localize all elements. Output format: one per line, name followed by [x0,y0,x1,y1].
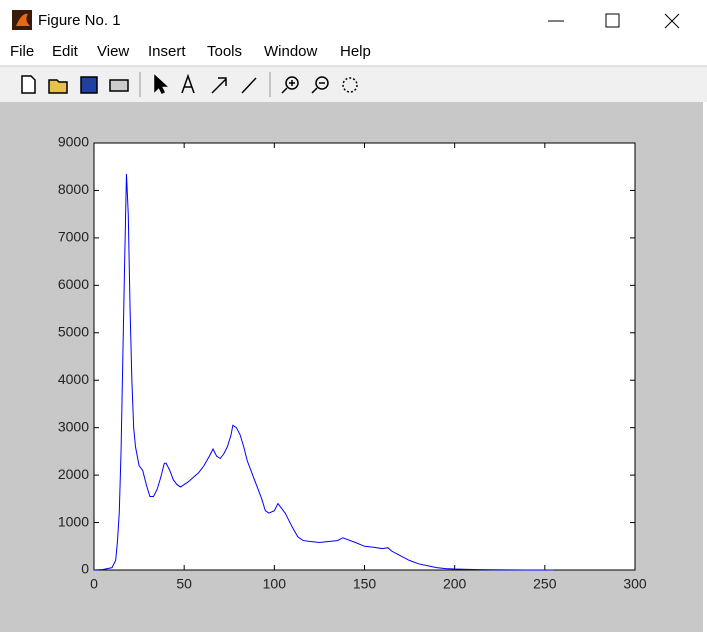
menu-item[interactable]: File [10,43,34,60]
print-icon[interactable] [109,79,129,92]
x-tick-label: 50 [176,576,192,592]
menu-item[interactable]: Help [340,43,371,60]
zoom-out-icon[interactable] [315,76,329,90]
x-tick-label: 0 [90,576,98,592]
line-icon[interactable] [241,77,257,94]
select-icon[interactable] [154,74,168,95]
x-tick-label: 300 [623,576,647,592]
zoom-in-icon[interactable] [285,76,299,90]
plot: 0 1000 2000 3000 4000 5000 6000 7000 8000 9000 0 50… [58,134,647,592]
x-tick-label: 250 [533,576,557,592]
save-icon[interactable] [80,76,98,94]
x-tick-label: 200 [443,576,467,592]
y-tick-label: 1000 [58,513,89,529]
data-line [93,173,554,571]
x-tick-label: 150 [353,576,377,592]
y-tick-label: 6000 [58,276,89,292]
y-tick-label: 0 [81,561,89,577]
y-tick-label: 4000 [58,371,89,387]
y-tick-label: 5000 [58,323,89,339]
y-tick-label: 7000 [58,229,89,245]
open-icon[interactable] [48,79,68,94]
new-icon[interactable] [21,75,36,94]
menu-item[interactable]: View [97,43,129,60]
menu-item[interactable]: Tools [207,43,242,60]
axes [93,142,636,571]
y-tick-label: 3000 [58,418,89,434]
app-icon-shape [16,13,30,26]
rotate-icon[interactable] [342,77,358,93]
y-tick-label: 2000 [58,466,89,482]
text-icon[interactable] [181,73,195,94]
window-title: Figure No. 1 [38,12,121,29]
x-tick-label: 100 [263,576,287,592]
menu-item[interactable]: Edit [52,43,79,60]
y-tick-label: 9000 [58,134,89,150]
menu-item[interactable]: Window [264,43,318,60]
y-tick-label: 8000 [58,181,89,197]
close-button[interactable] [664,13,680,29]
arrow-icon[interactable] [211,77,227,94]
menu-bar: File Edit View Insert Tools Window Help [10,43,371,60]
maximize-button[interactable] [605,13,620,28]
toolbar [0,66,707,102]
menu-item[interactable]: Insert [148,43,186,60]
